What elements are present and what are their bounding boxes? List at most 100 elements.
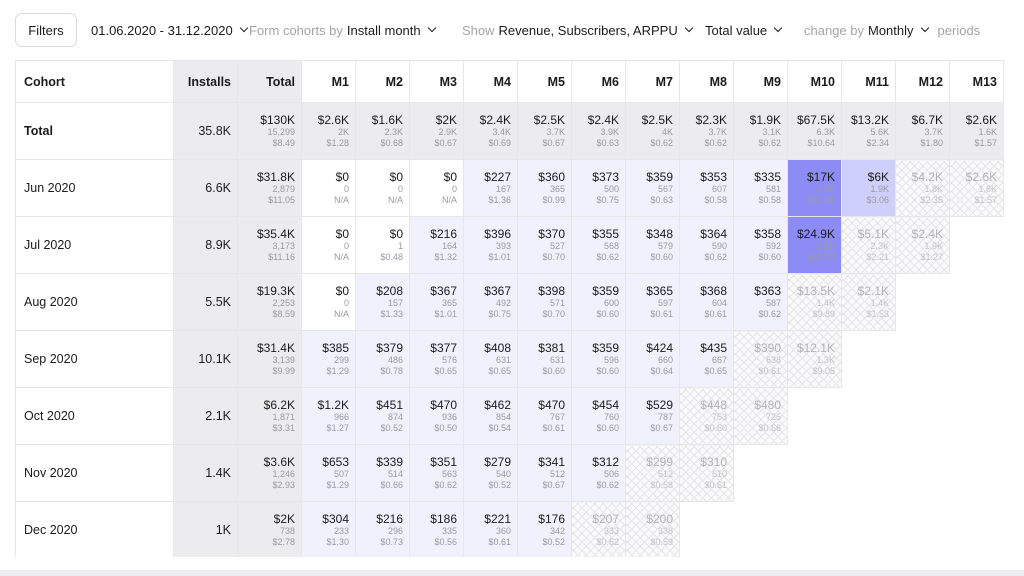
cohort-month-cell[interactable]: $0 0 N/A (301, 216, 356, 274)
cohort-month-cell[interactable]: $359 567 $0.63 (625, 159, 680, 217)
cohort-month-cell[interactable]: $13.5K 1.4K $9.89 (787, 273, 842, 331)
cohort-month-cell[interactable]: $341 512 $0.67 (517, 444, 572, 502)
value-mode-dropdown[interactable]: Total value (705, 21, 783, 39)
cohort-month-cell[interactable]: $208 157 $1.33 (355, 273, 410, 331)
cohort-month-cell[interactable]: $0 0 N/A (409, 159, 464, 217)
cohort-total-cell[interactable]: $35.4K 3,173 $11.16 (237, 216, 302, 274)
column-header-m3[interactable]: M3 (409, 60, 464, 103)
cohort-month-cell[interactable]: $6K 1.9K $3.06 (841, 159, 896, 217)
cohort-month-cell[interactable]: $367 492 $0.75 (463, 273, 518, 331)
cohort-month-cell[interactable]: $396 393 $1.01 (463, 216, 518, 274)
horizontal-scrollbar[interactable] (0, 570, 1024, 576)
column-header-m5[interactable]: M5 (517, 60, 572, 103)
cohort-month-cell[interactable]: $216 164 $1.32 (409, 216, 464, 274)
cohort-month-cell[interactable]: $299 512 $0.58 (625, 444, 680, 502)
cohort-month-cell[interactable]: $176 342 $0.52 (517, 501, 572, 557)
cohort-month-cell[interactable]: $200 338 $0.59 (625, 501, 680, 557)
cohort-month-cell[interactable]: $2.3K 3.7K $0.62 (679, 102, 734, 160)
date-range-dropdown[interactable]: 01.06.2020 - 31.12.2020 (91, 21, 248, 39)
cohort-month-cell[interactable]: $13.2K 5.6K $2.34 (841, 102, 896, 160)
form-cohorts-dropdown[interactable]: Form cohorts by Install month (249, 21, 436, 39)
cohort-month-cell[interactable]: $385 299 $1.29 (301, 330, 356, 388)
cohort-month-cell[interactable]: $2.4K 1.9K $1.27 (895, 216, 950, 274)
cohort-month-cell[interactable]: $653 507 $1.29 (301, 444, 356, 502)
cohort-month-cell[interactable]: $2K 2.9K $0.67 (409, 102, 464, 160)
cohort-month-cell[interactable]: $448 753 $0.60 (679, 387, 734, 445)
cohort-month-cell[interactable]: $435 667 $0.65 (679, 330, 734, 388)
cohort-total-cell[interactable]: $130K 15,299 $8.49 (237, 102, 302, 160)
cohort-month-cell[interactable]: $2.6K 1.6K $1.57 (949, 102, 1004, 160)
filters-button[interactable]: Filters (15, 13, 77, 47)
cohort-month-cell[interactable]: $12.1K 1.3K $9.05 (787, 330, 842, 388)
cohort-month-cell[interactable]: $381 631 $0.60 (517, 330, 572, 388)
cohort-month-cell[interactable]: $0 0 N/A (301, 159, 356, 217)
cohort-month-cell[interactable]: $4.2K 1.8K $2.35 (895, 159, 950, 217)
column-header-m4[interactable]: M4 (463, 60, 518, 103)
table-row[interactable]: Sep 2020 10.1K $31.4K 3,139 $9.99 $385 299 $1.2… (15, 330, 1004, 388)
cohort-month-cell[interactable]: $2.1K 1.4K $1.53 (841, 273, 896, 331)
table-row[interactable]: Oct 2020 2.1K $6.2K 1,871 $3.31 $1.2K 966 $1.27… (15, 387, 1004, 445)
column-header-m7[interactable]: M7 (625, 60, 680, 103)
cohort-total-cell[interactable]: $31.8K 2,879 $11.05 (237, 159, 302, 217)
cohort-month-cell[interactable]: $462 854 $0.54 (463, 387, 518, 445)
cohort-month-cell[interactable]: $451 874 $0.52 (355, 387, 410, 445)
cohort-month-cell[interactable]: $304 233 $1.30 (301, 501, 356, 557)
cohort-month-cell[interactable]: $348 579 $0.60 (625, 216, 680, 274)
cohort-month-cell[interactable]: $0 0 N/A (355, 159, 410, 217)
cohort-month-cell[interactable]: $67.5K 6.3K $10.64 (787, 102, 842, 160)
cohort-month-cell[interactable]: $379 486 $0.78 (355, 330, 410, 388)
cohort-month-cell[interactable]: $2.6K 1.6K $1.57 (949, 159, 1004, 217)
cohort-total-cell[interactable]: $19.3K 2,253 $8.59 (237, 273, 302, 331)
cohort-month-cell[interactable]: $367 365 $1.01 (409, 273, 464, 331)
column-header-m9[interactable]: M9 (733, 60, 788, 103)
cohort-total-cell[interactable]: $31.4K 3,139 $9.99 (237, 330, 302, 388)
cohort-month-cell[interactable]: $398 571 $0.70 (517, 273, 572, 331)
column-header-m8[interactable]: M8 (679, 60, 734, 103)
cohort-month-cell[interactable]: $227 167 $1.36 (463, 159, 518, 217)
change-by-dropdown[interactable]: change by Monthly periods (804, 21, 984, 39)
cohort-month-cell[interactable]: $480 725 $0.66 (733, 387, 788, 445)
cohort-month-cell[interactable]: $359 600 $0.60 (571, 273, 626, 331)
cohort-month-cell[interactable]: $390 638 $0.61 (733, 330, 788, 388)
column-header-installs[interactable]: Installs (173, 60, 238, 103)
cohort-month-cell[interactable]: $370 527 $0.70 (517, 216, 572, 274)
cohort-month-cell[interactable]: $17K 1.6K $10.88 (787, 159, 842, 217)
column-header-m1[interactable]: M1 (301, 60, 356, 103)
column-header-m6[interactable]: M6 (571, 60, 626, 103)
show-metrics-dropdown[interactable]: Show Revenue, Subscribers, ARPPU (462, 21, 693, 39)
cohort-month-cell[interactable]: $335 581 $0.58 (733, 159, 788, 217)
cohort-total-cell[interactable]: $3.6K 1,246 $2.93 (237, 444, 302, 502)
cohort-month-cell[interactable]: $364 590 $0.62 (679, 216, 734, 274)
table-row[interactable]: Jun 2020 6.6K $31.8K 2,879 $11.05 $0 0 N/A $0 0 N/… (15, 159, 1004, 217)
cohort-month-cell[interactable]: $358 592 $0.60 (733, 216, 788, 274)
cohort-month-cell[interactable]: $2.4K 3.4K $0.69 (463, 102, 518, 160)
cohort-month-cell[interactable]: $5.1K 2.3K $2.21 (841, 216, 896, 274)
cohort-month-cell[interactable]: $359 596 $0.60 (571, 330, 626, 388)
cohort-month-cell[interactable]: $470 767 $0.61 (517, 387, 572, 445)
column-header-m11[interactable]: M11 (841, 60, 896, 103)
cohort-month-cell[interactable]: $339 514 $0.66 (355, 444, 410, 502)
column-header-m12[interactable]: M12 (895, 60, 950, 103)
cohort-month-cell[interactable]: $351 563 $0.62 (409, 444, 464, 502)
cohort-month-cell[interactable]: $0 0 N/A (301, 273, 356, 331)
cohort-month-cell[interactable]: $373 500 $0.75 (571, 159, 626, 217)
table-row[interactable]: Jul 2020 8.9K $35.4K 3,173 $11.16 $0 0 N/A $0 1 $0… (15, 216, 1004, 274)
cohort-month-cell[interactable]: $0 1 $0.48 (355, 216, 410, 274)
cohort-month-cell[interactable]: $2.6K 2K $1.28 (301, 102, 356, 160)
table-row[interactable]: Nov 2020 1.4K $3.6K 1,246 $2.93 $653 507 $1.29 $… (15, 444, 1004, 502)
cohort-total-cell[interactable]: $6.2K 1,871 $3.31 (237, 387, 302, 445)
cohort-month-cell[interactable]: $363 587 $0.62 (733, 273, 788, 331)
cohort-month-cell[interactable]: $529 787 $0.67 (625, 387, 680, 445)
column-header-cohort[interactable]: Cohort (15, 60, 174, 103)
cohort-total-cell[interactable]: $2K 738 $2.78 (237, 501, 302, 557)
cohort-month-cell[interactable]: $377 576 $0.65 (409, 330, 464, 388)
cohort-month-cell[interactable]: $216 296 $0.73 (355, 501, 410, 557)
cohort-month-cell[interactable]: $186 335 $0.56 (409, 501, 464, 557)
cohort-month-cell[interactable]: $279 540 $0.52 (463, 444, 518, 502)
cohort-month-cell[interactable]: $221 360 $0.61 (463, 501, 518, 557)
table-row[interactable]: Dec 2020 1K $2K 738 $2.78 $304 233 $1.30 $216 296… (15, 501, 1004, 557)
table-row[interactable]: Aug 2020 5.5K $19.3K 2,253 $8.59 $0 0 N/A $208 15… (15, 273, 1004, 331)
cohort-month-cell[interactable]: $1.6K 2.3K $0.68 (355, 102, 410, 160)
cohort-month-cell[interactable]: $360 365 $0.99 (517, 159, 572, 217)
cohort-month-cell[interactable]: $207 333 $0.62 (571, 501, 626, 557)
